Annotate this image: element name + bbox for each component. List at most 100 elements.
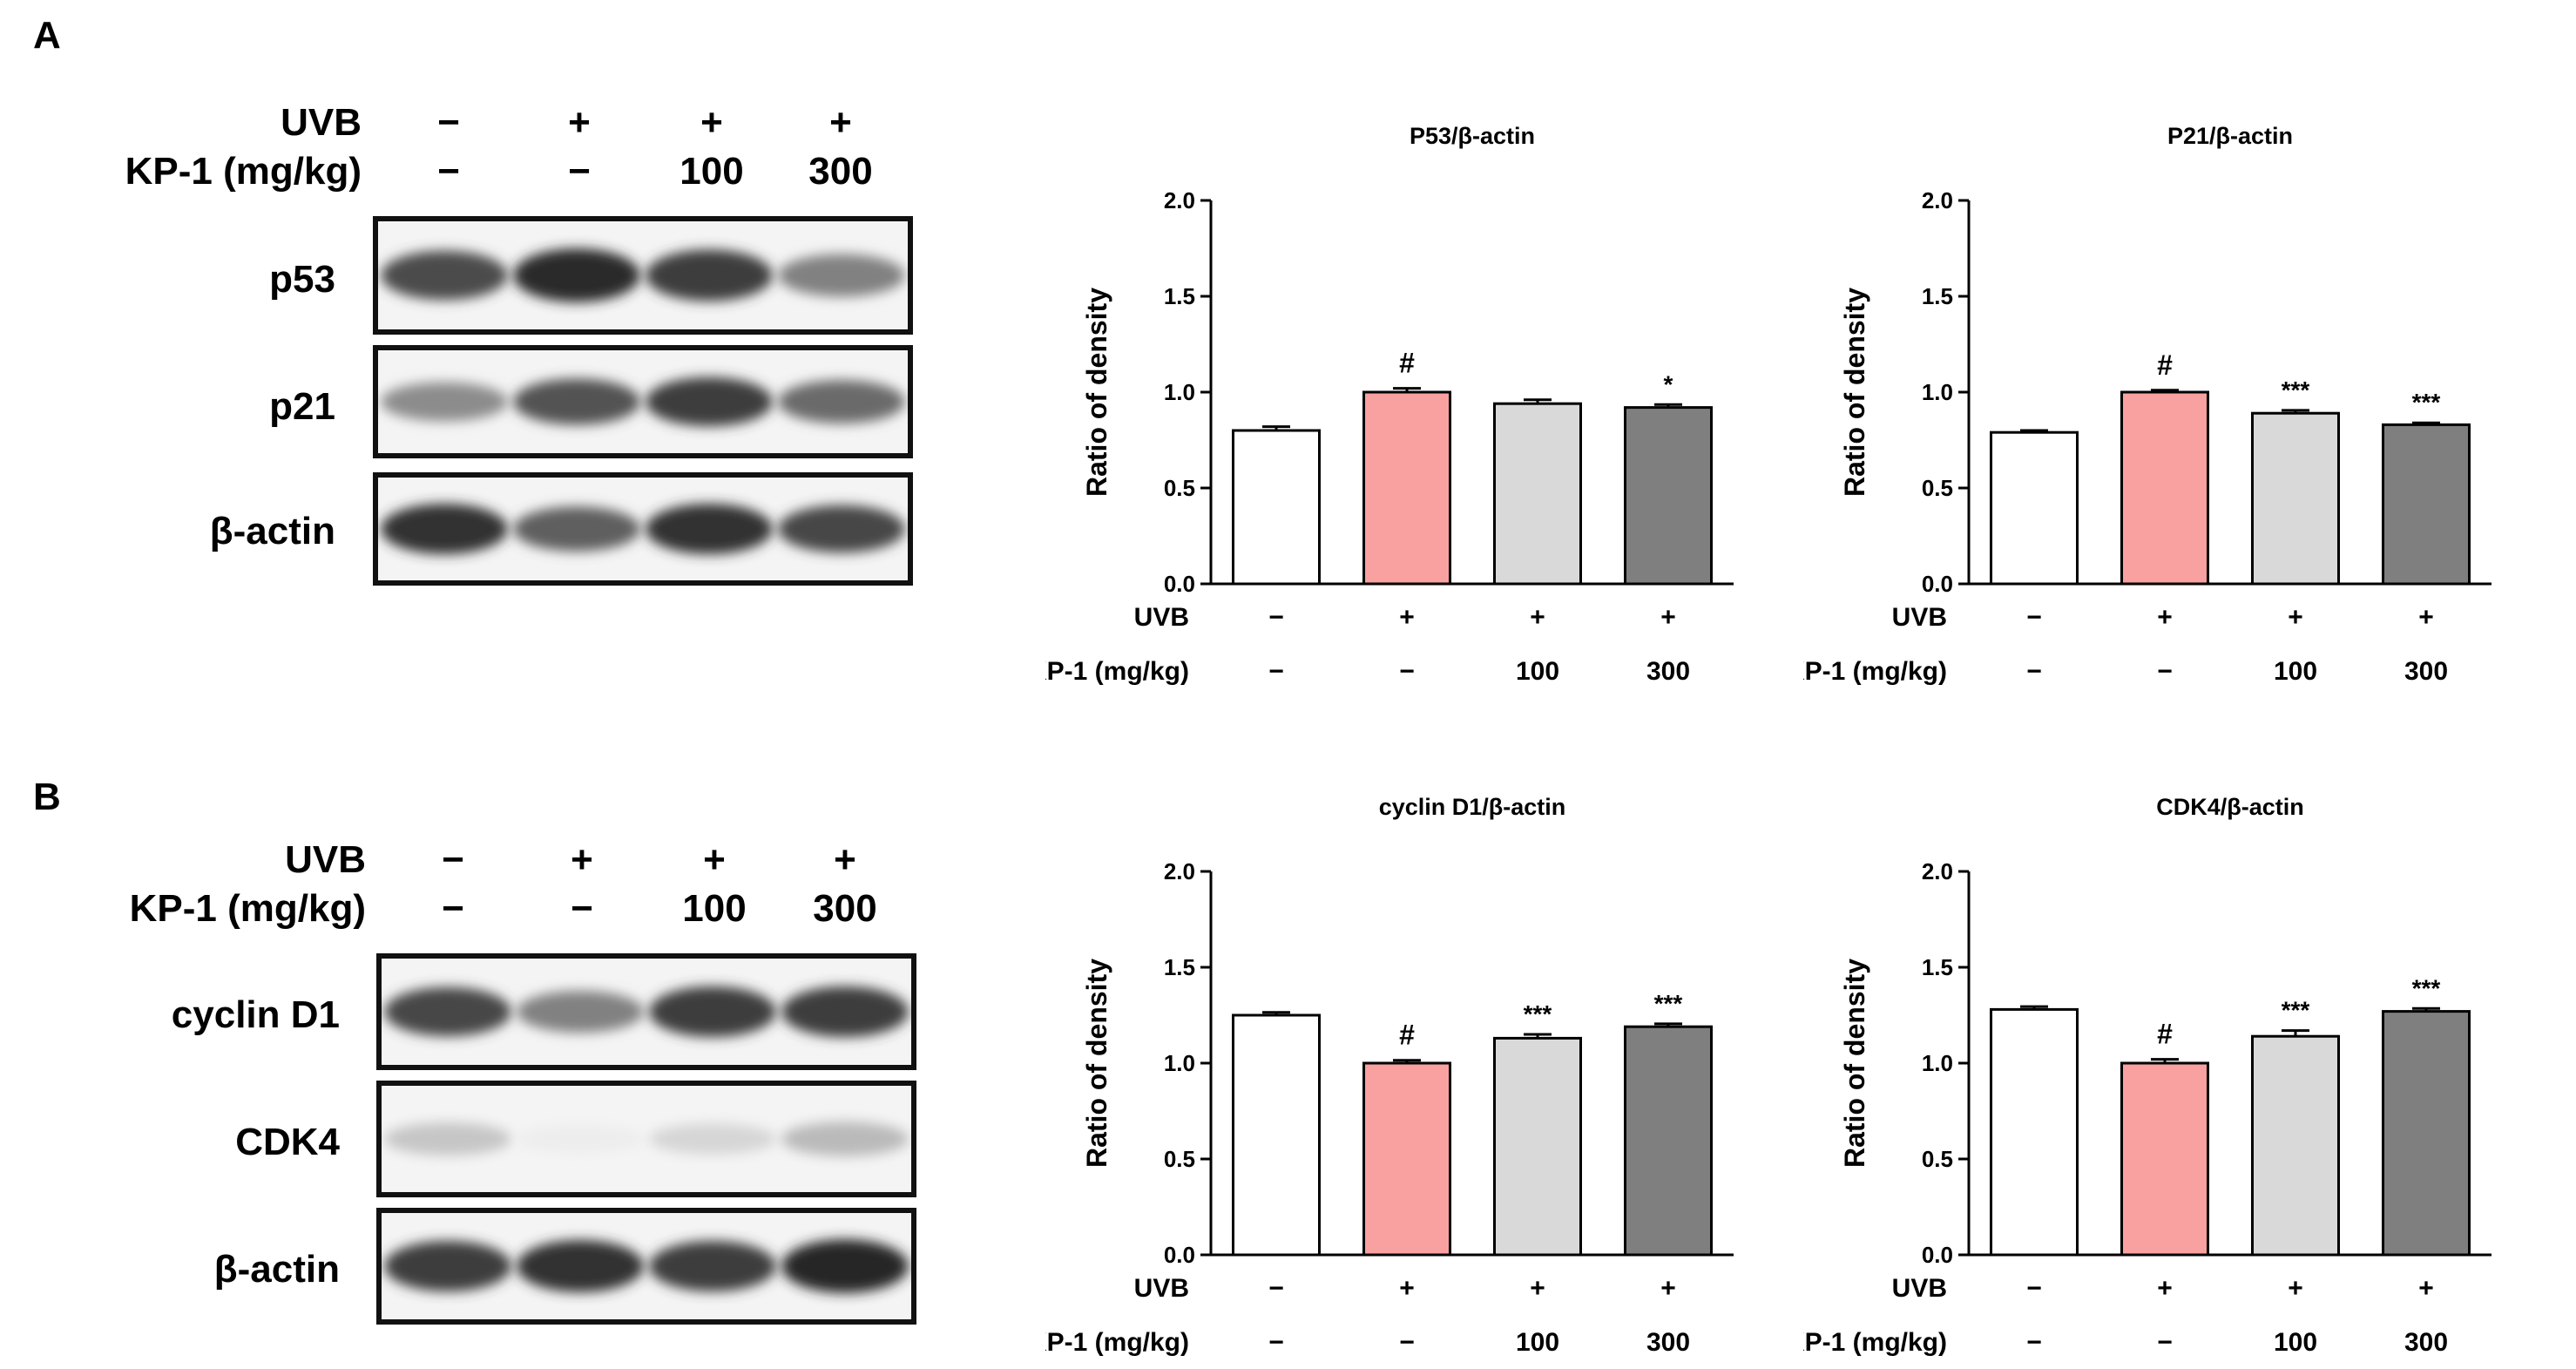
bar (2120, 1061, 2209, 1257)
blot-band (384, 1122, 511, 1156)
western-blot-p21 (373, 345, 913, 458)
blot-band (513, 506, 640, 552)
bar (1624, 406, 1713, 586)
y-tick-label: 1.0 (1922, 379, 1953, 405)
kp-val-b-4: 300 (813, 887, 877, 930)
bar (1362, 1061, 1451, 1257)
y-axis-label: Ratio of density (1839, 288, 1870, 497)
bar (1232, 429, 1321, 586)
kp-value: − (1399, 657, 1415, 686)
y-axis-label: Ratio of density (1081, 959, 1112, 1168)
blot-label-cdk4: CDK4 (235, 1121, 340, 1163)
significance-label: *** (1654, 990, 1683, 1017)
kp-val-a-2: − (568, 150, 591, 193)
kp-value: 100 (2274, 657, 2317, 686)
blot-band (778, 254, 905, 297)
uvb-val-b-3: + (703, 838, 726, 881)
blot-band (646, 503, 773, 555)
kp-label-a: KP-1 (mg/kg) (125, 150, 362, 193)
blot-band (781, 1122, 909, 1156)
y-tick-label: 1.5 (1164, 283, 1195, 309)
uvb-value: − (1268, 1274, 1284, 1303)
kp-value: − (2157, 657, 2173, 686)
uvb-val-a-2: + (568, 101, 591, 144)
uvb-val-a-4: + (829, 101, 852, 144)
significance-label: # (1399, 1020, 1415, 1051)
uvb-row-label: UVB (1134, 603, 1189, 632)
y-tick-label: 0.0 (1164, 571, 1195, 597)
bar (2251, 411, 2340, 586)
uvb-value: − (2026, 1274, 2042, 1303)
kp-val-b-3: 100 (682, 887, 747, 930)
significance-label: *** (2412, 974, 2441, 1001)
y-tick-label: 2.0 (1922, 187, 1953, 213)
blot-label-cyclin-d1: cyclin D1 (171, 993, 340, 1036)
uvb-value: + (1530, 603, 1545, 632)
uvb-row-label: UVB (1134, 1274, 1189, 1303)
blot-band (649, 1240, 776, 1292)
bar (2120, 390, 2209, 586)
kp-value: 100 (1516, 657, 1559, 686)
western-blot-cyclin-d1 (376, 953, 916, 1070)
chart-cdk4: CDK4/β-actin Ratio of density 0.0 0.5 1.0 1.5… (1803, 794, 2491, 1357)
bar (1493, 402, 1582, 586)
kp-val-b-1: − (442, 887, 464, 930)
uvb-value: − (1268, 603, 1284, 632)
blot-band (513, 378, 640, 425)
y-tick-label: 2.0 (1922, 858, 1953, 884)
bar (2251, 1034, 2340, 1257)
uvb-val-b-2: + (571, 838, 593, 881)
significance-label: *** (2282, 376, 2310, 403)
chart-title: P53/β-actin (1410, 123, 1535, 149)
blot-band (646, 249, 773, 302)
significance-label: *** (1524, 1000, 1552, 1027)
y-tick-label: 0.0 (1922, 571, 1953, 597)
uvb-value: + (1660, 603, 1676, 632)
blot-label-p21: p21 (269, 385, 335, 428)
blot-label-bactin-b: β-actin (213, 1248, 340, 1291)
blot-band (517, 990, 644, 1034)
y-tick-label: 2.0 (1164, 858, 1195, 884)
bar (1232, 1013, 1321, 1257)
kp-val-b-2: − (571, 887, 593, 930)
kp-value: − (1399, 1328, 1415, 1357)
kp-value: − (1268, 657, 1284, 686)
y-tick-label: 1.0 (1164, 1050, 1195, 1076)
uvb-value: + (2418, 603, 2434, 632)
y-tick-label: 1.0 (1922, 1050, 1953, 1076)
bar (2382, 423, 2471, 586)
bar (2382, 1010, 2471, 1257)
blot-band (781, 986, 909, 1038)
panel-letter-b: B (33, 776, 61, 818)
uvb-value: + (1399, 1274, 1415, 1303)
kp-label-b: KP-1 (mg/kg) (129, 887, 366, 930)
significance-label: # (1399, 348, 1415, 379)
kp-row-label: KP-1 (mg/kg) (1803, 657, 1947, 686)
kp-value: − (2026, 657, 2042, 686)
significance-label: *** (2412, 389, 2441, 416)
western-blot-cdk4 (376, 1081, 916, 1197)
uvb-row-label: UVB (1892, 1274, 1947, 1303)
western-blot-p53 (373, 216, 913, 335)
blot-band (649, 986, 776, 1038)
kp-value: 300 (1646, 1328, 1690, 1357)
blot-band (778, 505, 905, 553)
bar (1362, 390, 1451, 586)
significance-label: *** (2282, 997, 2310, 1024)
uvb-value: + (2418, 1274, 2434, 1303)
y-tick-label: 1.5 (1922, 283, 1953, 309)
y-tick-label: 1.5 (1164, 954, 1195, 980)
blot-band (381, 503, 508, 555)
blot-band (513, 248, 640, 302)
significance-label: # (2157, 1019, 2173, 1050)
bar (1990, 430, 2079, 586)
y-tick-label: 0.5 (1164, 475, 1195, 501)
blot-band (781, 1239, 909, 1293)
kp-value: − (2026, 1328, 2042, 1357)
uvb-row-label: UVB (1892, 603, 1947, 632)
kp-value: 300 (1646, 657, 1690, 686)
blot-band (384, 1240, 511, 1292)
kp-row-label: KP-1 (mg/kg) (1045, 657, 1189, 686)
y-axis-label: Ratio of density (1081, 288, 1112, 497)
kp-value: − (2157, 1328, 2173, 1357)
